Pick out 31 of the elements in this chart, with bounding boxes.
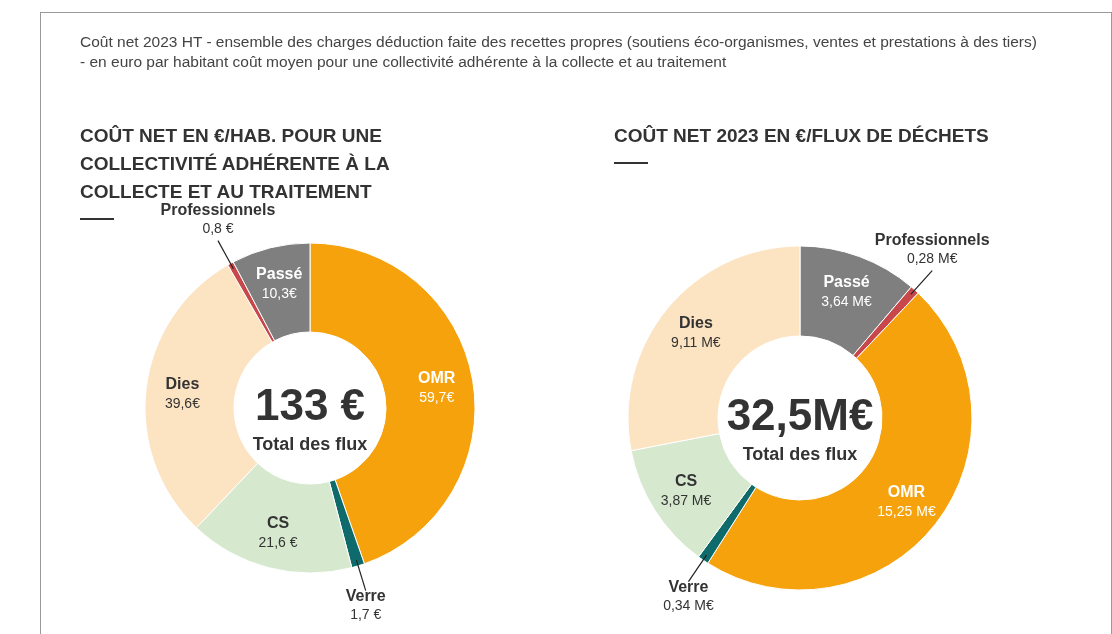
data-label: 3,87 M€ xyxy=(660,492,712,509)
slice-label: OMR xyxy=(418,368,456,386)
data-label: 9,11 M€ xyxy=(671,334,721,351)
text: Coût net 2023 HT - ensemble des charges déduction faite des recettes propres (soutiens éco-organismes, ventes et prestations à des tiers) - en euro par habitant coût moyen pour une collectivité adhérente à la collecte et au traitement xyxy=(80,33,1037,70)
text: Total des flux xyxy=(742,444,858,464)
data-label: 0,8 € xyxy=(202,219,234,236)
text: 32,5M€ xyxy=(726,390,874,439)
data-label: 59,7€ xyxy=(419,388,455,405)
slice-label: Verre xyxy=(668,577,709,595)
data-label: 10,3€ xyxy=(261,285,297,302)
data-label: 15,25 M€ xyxy=(877,502,936,519)
data-label: 3,64 M€ xyxy=(821,293,873,310)
chart-title: COÛT NET EN €/HAB. POUR UNE COLLECTIVITÉ ADHÉRENTE À LA COLLECTE ET AU TRAITEMENT xyxy=(80,125,390,202)
data-label: 0,34 M€ xyxy=(663,596,714,613)
slice-label: Dies xyxy=(165,374,200,392)
data-label: 21,6 € xyxy=(258,534,298,551)
chart-title: COÛT NET 2023 EN €/FLUX DE DÉCHETS xyxy=(614,125,989,146)
slice-label: Dies xyxy=(678,314,713,332)
slice-label: CS xyxy=(266,514,290,532)
data-label: 0,28 M€ xyxy=(906,249,958,266)
slice-label: CS xyxy=(674,472,698,490)
slice-label: OMR xyxy=(887,482,926,500)
text: Total des flux xyxy=(252,434,368,454)
slice-label: Passé xyxy=(256,265,303,283)
slice-label: Passé xyxy=(823,273,870,291)
slice-label: Professionnels xyxy=(874,230,990,248)
text: 133 € xyxy=(254,380,366,429)
slice-label: Verre xyxy=(345,586,386,604)
slice-label: Professionnels xyxy=(160,200,276,218)
data-label: 1,7 € xyxy=(350,605,382,622)
data-label: 39,6€ xyxy=(164,394,201,411)
